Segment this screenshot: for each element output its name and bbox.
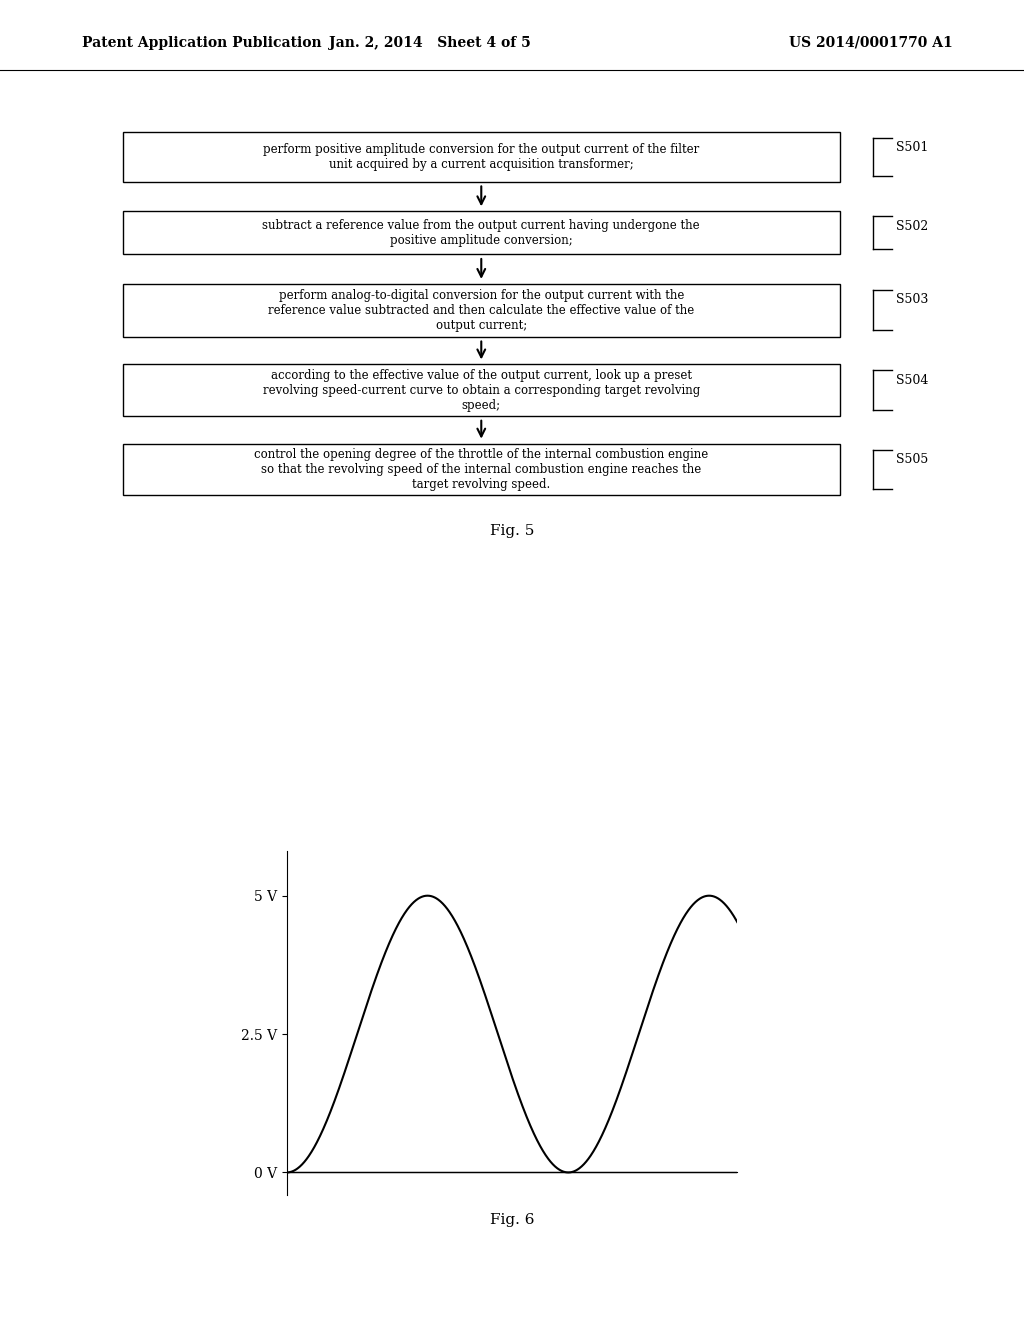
Bar (123, 211, 840, 255)
Text: perform analog-to-digital conversion for the output current with the
reference v: perform analog-to-digital conversion for… (268, 289, 694, 331)
Bar (123, 444, 840, 495)
Text: S504: S504 (896, 374, 929, 387)
Text: S505: S505 (896, 453, 928, 466)
Text: Jan. 2, 2014   Sheet 4 of 5: Jan. 2, 2014 Sheet 4 of 5 (329, 36, 531, 50)
Bar (123, 364, 840, 416)
Bar (123, 132, 840, 181)
Bar (123, 284, 840, 337)
Text: Fig. 5: Fig. 5 (489, 524, 535, 539)
Text: subtract a reference value from the output current having undergone the
positive: subtract a reference value from the outp… (262, 219, 700, 247)
Text: S502: S502 (896, 219, 928, 232)
Text: according to the effective value of the output current, look up a preset
revolvi: according to the effective value of the … (262, 368, 700, 412)
Text: Fig. 6: Fig. 6 (489, 1213, 535, 1228)
Text: S501: S501 (896, 141, 929, 154)
Text: perform positive amplitude conversion for the output current of the filter
unit : perform positive amplitude conversion fo… (263, 143, 699, 170)
Text: Patent Application Publication: Patent Application Publication (82, 36, 322, 50)
Text: control the opening degree of the throttle of the internal combustion engine
so : control the opening degree of the thrott… (254, 447, 709, 491)
Text: S503: S503 (896, 293, 929, 306)
Text: US 2014/0001770 A1: US 2014/0001770 A1 (788, 36, 952, 50)
